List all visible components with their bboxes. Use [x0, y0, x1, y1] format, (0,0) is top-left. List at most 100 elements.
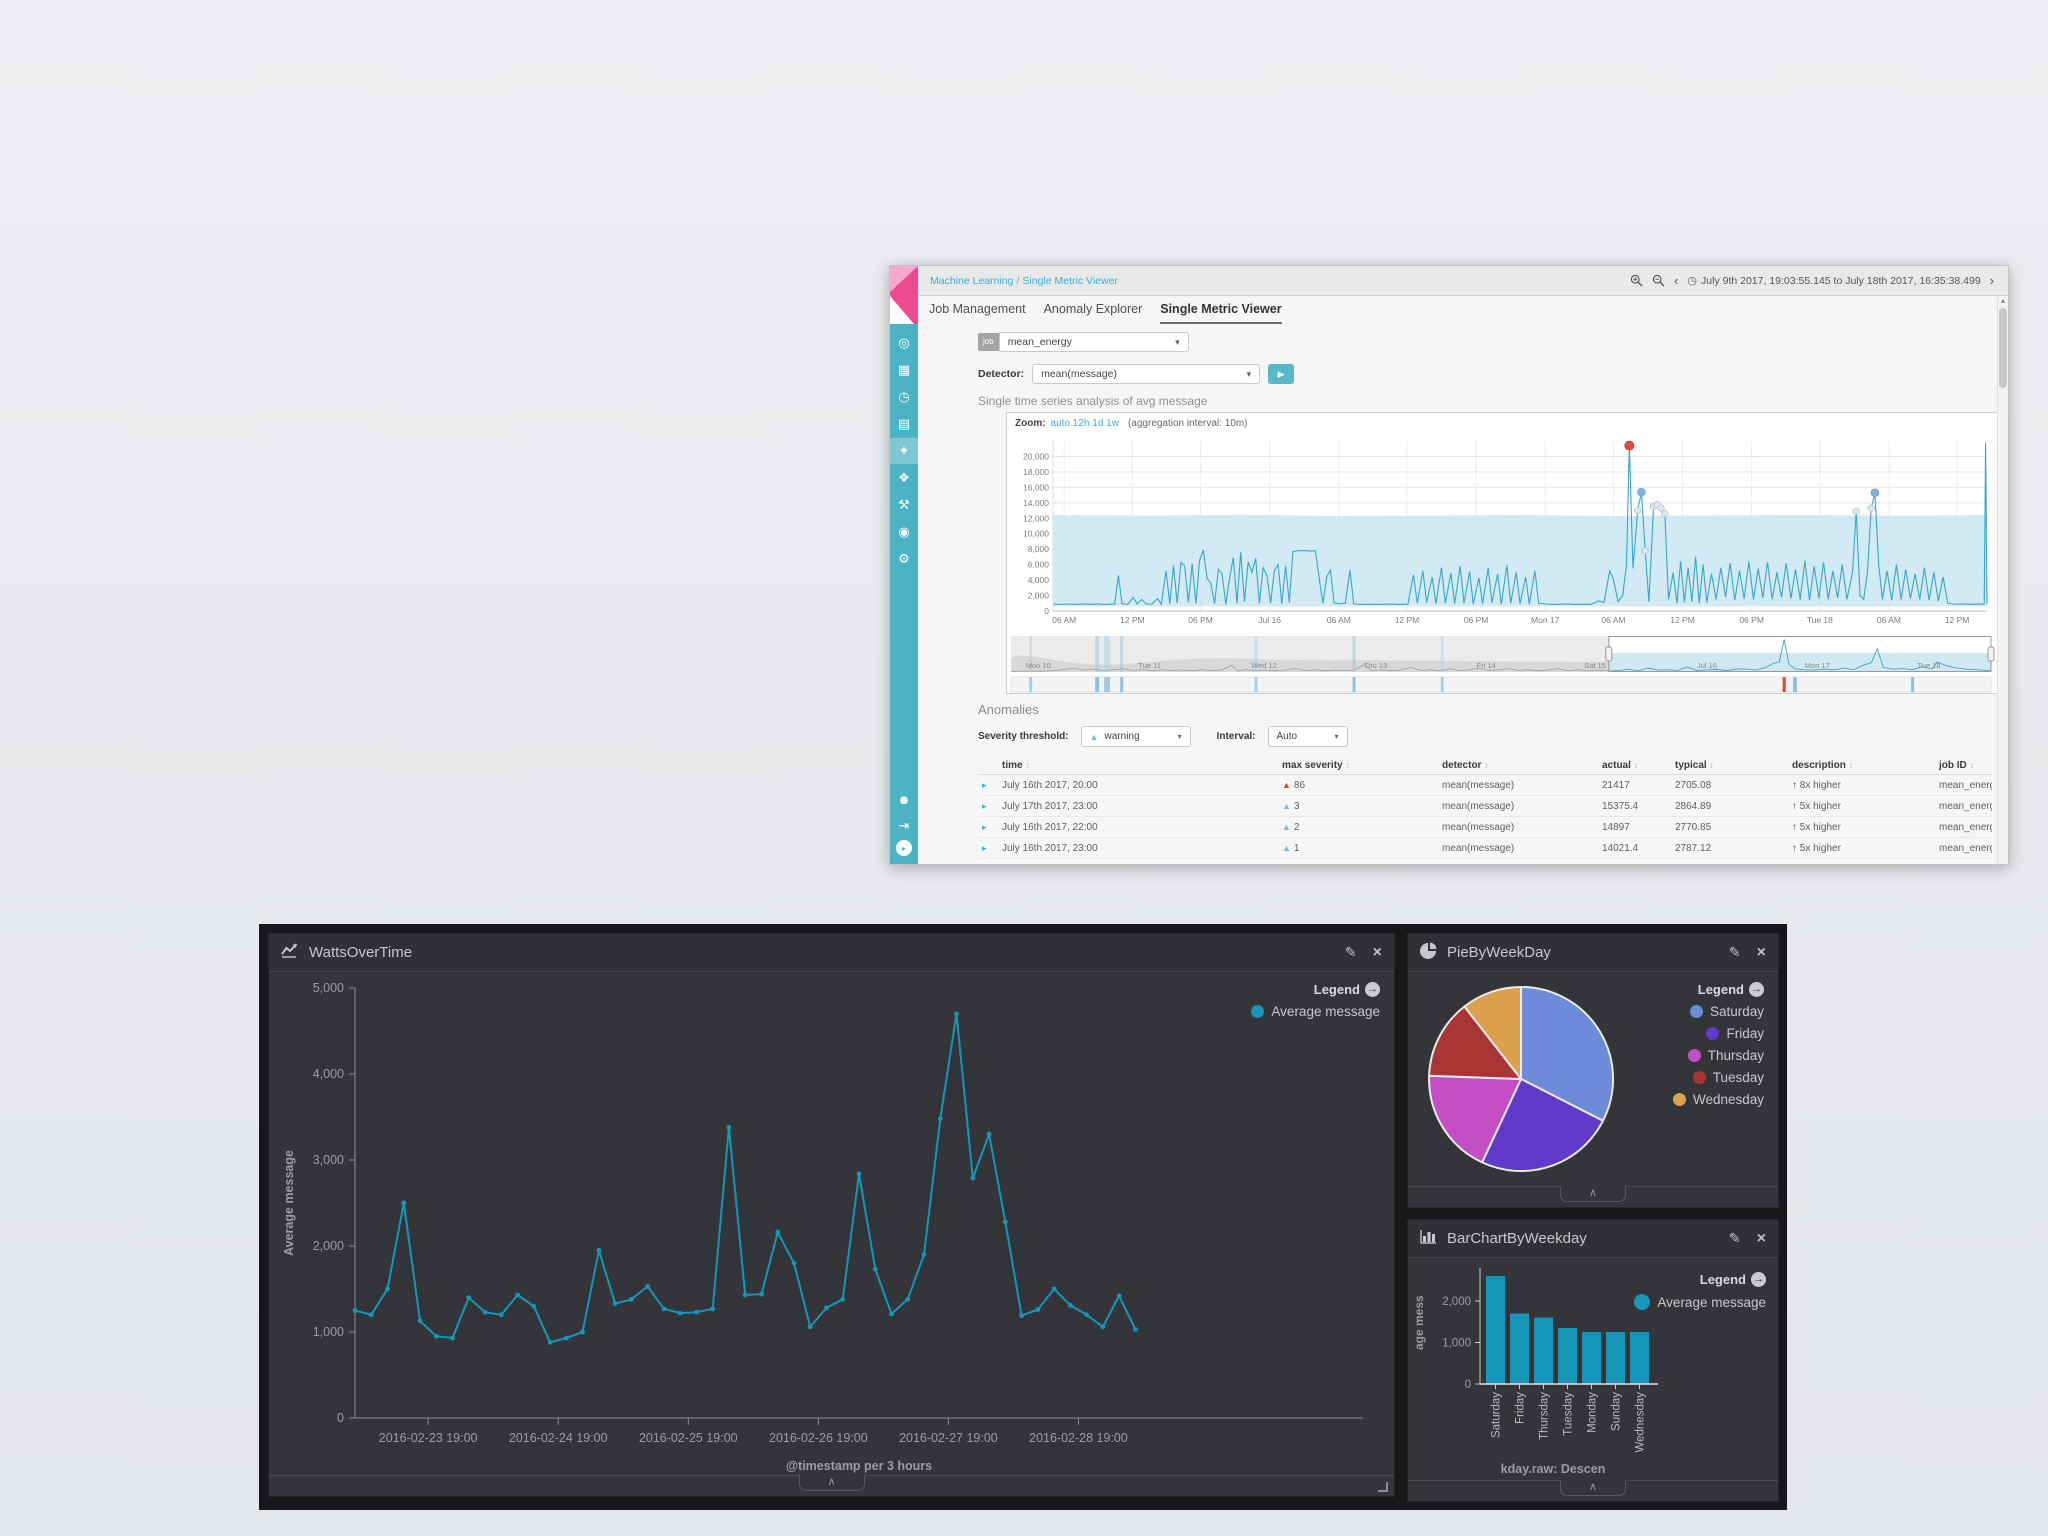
sort-icon[interactable]: ↕	[1633, 760, 1639, 770]
zoom-link-1w[interactable]: 1w	[1106, 417, 1119, 429]
close-panel-button[interactable]: ×	[1756, 1229, 1766, 1247]
weekday-pie-chart[interactable]	[1424, 982, 1618, 1181]
zoom-link-12h[interactable]: 12h	[1072, 417, 1090, 429]
anomaly-row[interactable]: ▸ July 17th 2017, 22:00 ▲1 mean(message)…	[978, 858, 1992, 865]
legend-item-saturday[interactable]: Saturday	[1673, 1004, 1764, 1019]
kibana-logo[interactable]	[890, 266, 918, 324]
anomaly-row[interactable]: ▸ July 16th 2017, 23:00 ▲ 1 mean(message)…	[978, 837, 1992, 859]
sidebar-item-graph-icon[interactable]: ❖	[898, 470, 910, 485]
edit-panel-button[interactable]: ✎	[1728, 944, 1741, 960]
column-header-typical[interactable]: typical ↕	[1671, 757, 1788, 775]
anomaly-row[interactable]: ▸ July 16th 2017, 22:00 ▲ 2 mean(message)…	[978, 816, 1992, 838]
sidebar-item-collapse-nav-icon[interactable]: ▸	[896, 840, 912, 856]
close-panel-button[interactable]: ×	[1756, 943, 1766, 961]
sidebar-item-logout-icon[interactable]: ⇥	[898, 818, 910, 833]
close-panel-button[interactable]: ×	[1372, 943, 1382, 961]
time-range[interactable]: ◷ July 9th 2017, 19:03:55.145 to July 18…	[1687, 274, 1981, 288]
sort-icon[interactable]: ↕	[1025, 760, 1030, 770]
scroll-up-icon[interactable]: ▲	[1999, 298, 2007, 305]
tab-anomaly-explorer[interactable]: Anomaly Explorer	[1043, 302, 1143, 316]
sort-icon[interactable]: ↕	[1345, 760, 1350, 770]
time-forward-button[interactable]: ›	[1989, 273, 1994, 288]
zoom-link-auto[interactable]: auto	[1050, 417, 1071, 429]
column-header-time[interactable]: time ↕	[998, 757, 1278, 775]
svg-text:1,000: 1,000	[313, 1325, 344, 1339]
legend-color-dot	[1689, 1005, 1703, 1018]
edit-panel-button[interactable]: ✎	[1344, 944, 1357, 960]
anomaly-row[interactable]: ▸ July 16th 2017, 20:00 ▲ 86 mean(message…	[978, 774, 1992, 796]
panel-footer: ∧	[269, 1475, 1394, 1496]
svg-text:2016-02-26 19:00: 2016-02-26 19:00	[769, 1431, 868, 1445]
resize-handle[interactable]	[1378, 1482, 1388, 1492]
legend-item-average-message[interactable]: Average message	[1251, 1004, 1380, 1019]
sort-icon[interactable]: ↕	[1969, 760, 1975, 770]
interval-select[interactable]: Auto ▾	[1267, 726, 1348, 747]
job-select[interactable]: mean_energy ▾	[998, 332, 1189, 352]
sort-icon[interactable]: ↕	[1484, 760, 1489, 770]
expand-row-icon[interactable]: ▸	[982, 821, 987, 832]
legend-item-wednesday[interactable]: Wednesday	[1672, 1092, 1764, 1107]
column-header-detector[interactable]: detector ↕	[1438, 757, 1598, 775]
sidebar-item-machine-learning-icon[interactable]: ✦	[890, 438, 918, 464]
expand-row-icon[interactable]: ▸	[982, 864, 987, 865]
sidebar-item-visualize-icon[interactable]: ▦	[897, 362, 911, 377]
zoom-link-1d[interactable]: 1d	[1092, 417, 1104, 429]
legend-item-tuesday[interactable]: Tuesday	[1673, 1070, 1764, 1085]
column-header-max-severity[interactable]: max severity ↕	[1278, 757, 1438, 775]
sort-icon[interactable]: ↕	[1709, 760, 1714, 770]
expand-row-icon[interactable]: ▸	[982, 800, 987, 811]
sidebar-item-discover-icon[interactable]: ◎	[898, 335, 910, 350]
panel-bar-chart-by-weekday: BarChartByWeekday ✎ × age mess 0 1,000 2,0…	[1407, 1219, 1779, 1502]
run-forecast-button[interactable]: ▶	[1268, 364, 1295, 384]
sidebar-item-management-icon[interactable]: ⚙	[898, 551, 910, 566]
zoom-in-icon[interactable]	[1630, 274, 1643, 287]
severity-threshold-select[interactable]: ▲ warning ▾	[1080, 726, 1191, 747]
column-header-actual[interactable]: actual ↕	[1598, 757, 1671, 775]
sidebar-item-timelion-icon[interactable]: ◷	[898, 389, 910, 404]
single-metric-chart[interactable]: 0 2,000 4,000 6,000 8,000 10,000 12,000 14,000 1…	[1007, 433, 1997, 636]
svg-text:Wednesday: Wednesday	[1635, 1392, 1647, 1453]
severity-triangle-icon: ▲	[1282, 779, 1291, 790]
collapse-panel-tab[interactable]: ∧	[1560, 1186, 1626, 1202]
column-header-job-ID[interactable]: job ID ↕	[1935, 757, 1992, 775]
svg-text:06 PM: 06 PM	[1739, 615, 1764, 625]
expand-row-icon[interactable]: ▸	[982, 779, 987, 790]
job-selector[interactable]: job mean_energy ▾	[978, 332, 1189, 352]
legend-arrow-icon: →	[1749, 982, 1764, 997]
legend-toggle[interactable]: Legend →	[1697, 982, 1764, 997]
legend-item-average-message[interactable]: Average message	[1634, 1294, 1766, 1310]
sidebar-item-user-profile-icon[interactable]: ☻	[897, 791, 911, 807]
pie-legend: Legend → Saturday Friday Thursday Tuesda…	[1672, 982, 1764, 1107]
column-header-description[interactable]: description ↕	[1788, 757, 1935, 775]
legend-toggle[interactable]: Legend →	[1313, 982, 1380, 997]
svg-text:Tue 11: Tue 11	[1138, 661, 1161, 670]
context-chart-brush[interactable]: Mon 10 Tue 11 Wed 12 Thu 13 Fri 14 Sat 15 Jul …	[1007, 636, 1997, 701]
svg-text:Sat 15: Sat 15	[1584, 661, 1606, 670]
kibana-dark-dashboard: WattsOverTime ✎ × 0 1,000 2,000 3,000 4,000 5…	[259, 924, 1787, 1510]
legend-color-dot	[1687, 1049, 1701, 1062]
svg-text:Thursday: Thursday	[1539, 1392, 1551, 1440]
sort-icon[interactable]: ↕	[1848, 760, 1854, 770]
tab-single-metric-viewer[interactable]: Single Metric Viewer	[1160, 302, 1282, 324]
time-back-button[interactable]: ‹	[1674, 273, 1679, 288]
detector-select[interactable]: mean(message) ▾	[1032, 364, 1261, 384]
collapse-panel-tab[interactable]: ∧	[1560, 1480, 1626, 1496]
window-scrollbar[interactable]: ▲	[1997, 296, 2008, 864]
breadcrumb-root[interactable]: Machine Learning	[930, 274, 1014, 287]
legend-toggle[interactable]: Legend →	[1699, 1272, 1766, 1287]
breadcrumb-current[interactable]: Single Metric Viewer	[1022, 274, 1118, 287]
anomaly-row[interactable]: ▸ July 17th 2017, 23:00 ▲ 3 mean(message)…	[978, 795, 1992, 817]
expand-row-icon[interactable]: ▸	[982, 842, 987, 853]
collapse-panel-tab[interactable]: ∧	[798, 1475, 865, 1491]
legend-item-friday[interactable]: Friday	[1673, 1026, 1764, 1041]
edit-panel-button[interactable]: ✎	[1728, 1230, 1741, 1246]
legend-item-thursday[interactable]: Thursday	[1673, 1048, 1764, 1063]
svg-text:0: 0	[1465, 1379, 1471, 1391]
weekday-bar-chart[interactable]: 0 1,000 2,000 Saturday Friday Thursday Tuesday…	[1418, 1264, 1678, 1469]
sidebar-item-dev-tools-icon[interactable]: ⚒	[898, 497, 910, 512]
zoom-out-icon[interactable]	[1652, 274, 1665, 287]
watts-line-chart[interactable]: 0 1,000 2,000 3,000 4,000 5,000 2016-02-23 19:…	[273, 974, 1383, 1484]
sidebar-item-monitoring-icon[interactable]: ◉	[898, 524, 910, 539]
tab-job-management[interactable]: Job Management	[929, 302, 1026, 316]
sidebar-item-dashboard-icon[interactable]: ▤	[897, 416, 911, 431]
